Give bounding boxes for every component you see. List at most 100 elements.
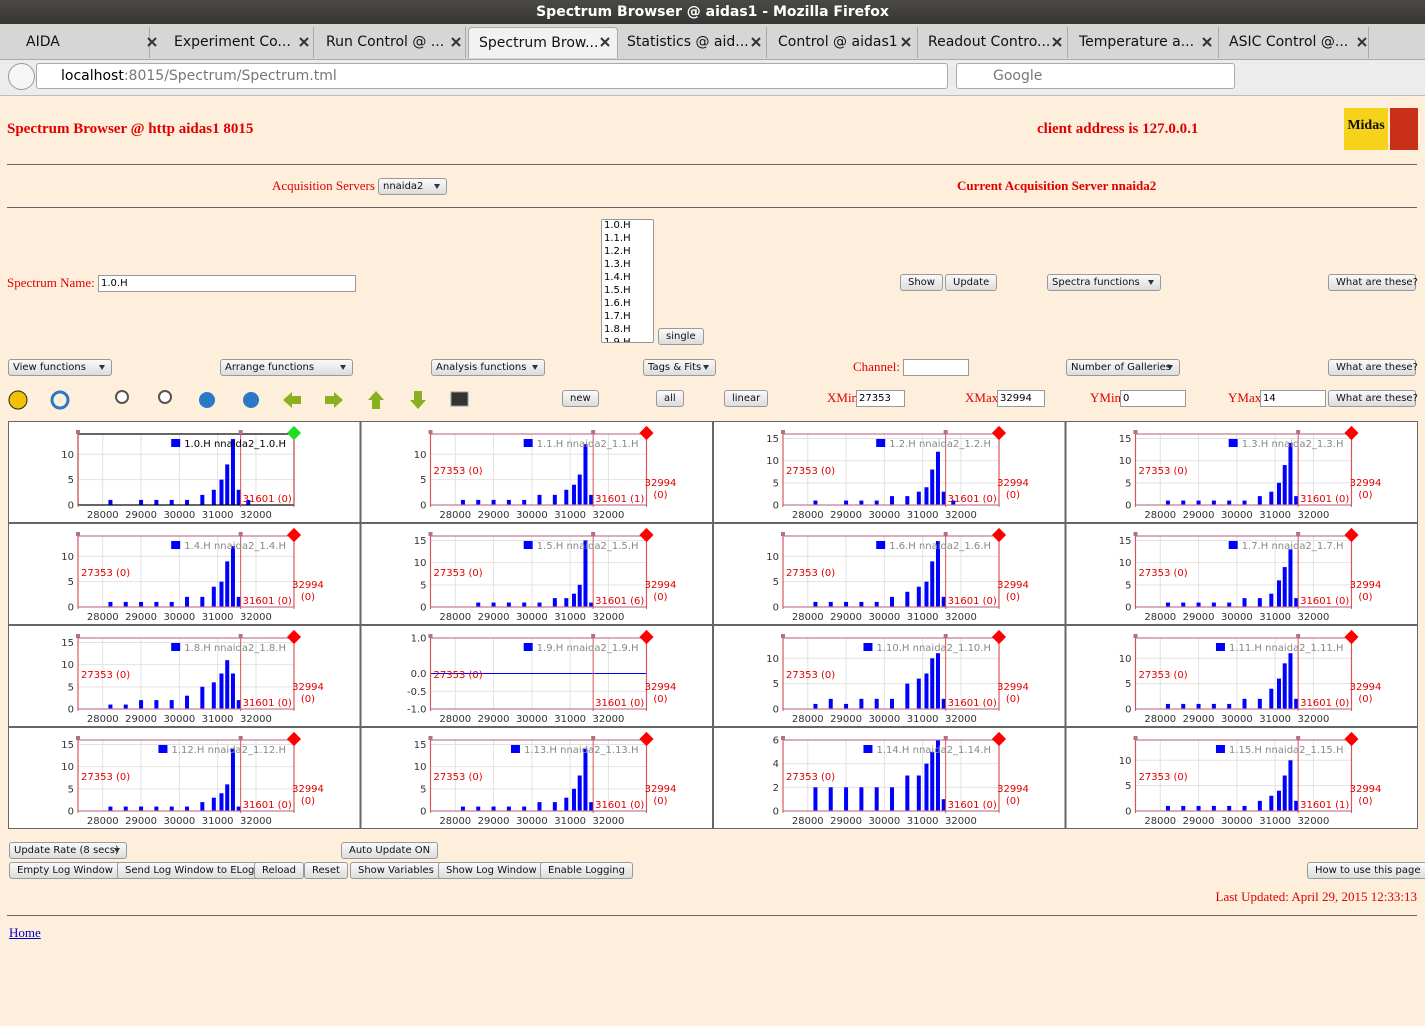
tab[interactable]: Experiment Co... — [164, 27, 314, 58]
spectrum-option[interactable]: 1.9.H — [602, 337, 653, 343]
bar — [1288, 760, 1293, 811]
window-title: Spectrum Browser @ aidas1 - Mozilla Fire… — [0, 0, 1425, 24]
icon-radiation[interactable] — [8, 390, 28, 410]
auto-update-button[interactable]: Auto Update ON — [341, 842, 439, 859]
tab[interactable]: Temperature a... — [1069, 27, 1219, 58]
tab-close[interactable] — [1052, 37, 1062, 47]
footer-button[interactable]: Show Log Window — [438, 862, 545, 879]
icon-up[interactable] — [243, 392, 259, 408]
tab[interactable]: Control @ aidas1 — [768, 27, 918, 58]
new-button[interactable]: new — [562, 390, 599, 407]
y-tick-label: 15 — [766, 434, 779, 445]
panel — [713, 523, 1066, 625]
icon-left[interactable] — [283, 392, 301, 408]
x-tick-label: 29000 — [1183, 714, 1215, 725]
cursor-label: 32994 — [1350, 478, 1382, 489]
legend-swatch — [1215, 643, 1225, 651]
tab[interactable]: Run Control @ ... — [316, 27, 466, 58]
icon-down[interactable] — [199, 392, 215, 408]
x-tick-label: 28000 — [1144, 612, 1176, 623]
home-link[interactable]: Home — [9, 925, 41, 940]
tab[interactable]: Spectrum Brow... — [468, 27, 618, 58]
x-tick-label: 30000 — [163, 816, 195, 827]
tab[interactable]: Readout Contro... — [918, 27, 1068, 58]
single-button[interactable]: single — [658, 328, 704, 345]
footer-button[interactable]: Empty Log Window — [9, 862, 121, 879]
x-tick-label: 32000 — [945, 510, 977, 521]
legend-swatch — [523, 643, 533, 651]
back-button[interactable] — [8, 63, 35, 90]
spectrum-input[interactable] — [98, 275, 356, 292]
all-button[interactable]: all — [656, 390, 684, 407]
tab-close[interactable] — [1202, 37, 1212, 47]
tab[interactable]: AIDA — [0, 27, 150, 58]
tab-close[interactable] — [901, 37, 911, 47]
bar — [225, 561, 230, 607]
update-button[interactable]: Update — [945, 274, 998, 291]
xmax-input[interactable] — [997, 390, 1045, 407]
spectrum-option[interactable]: 1.5.H — [602, 285, 653, 298]
icon-zoom-in[interactable] — [115, 390, 129, 404]
footer-button[interactable]: Show Variables — [350, 862, 442, 879]
legend-swatch — [1228, 541, 1238, 549]
spectrum-option[interactable]: 1.4.H — [602, 272, 653, 285]
bar — [828, 698, 833, 709]
update-rate[interactable]: Update Rate (8 secs) — [9, 842, 127, 859]
icon-down-arrow[interactable] — [410, 391, 426, 409]
cursor-label: 32994 — [645, 478, 677, 489]
x-tick-label: 29000 — [1183, 612, 1215, 623]
spectrum-option[interactable]: 1.1.H — [602, 233, 653, 246]
select-marker — [639, 527, 654, 543]
channel-input[interactable] — [903, 359, 969, 376]
cursor-label: (0) — [653, 592, 667, 603]
panel — [360, 421, 713, 523]
spectrum-option[interactable]: 1.8.H — [602, 324, 653, 337]
tab-close[interactable] — [451, 37, 461, 47]
number-of-galleries[interactable]: Number of Galleries — [1066, 359, 1180, 376]
help-button[interactable]: What are these? — [1328, 274, 1418, 291]
spectrum-option[interactable]: 1.0.H — [602, 220, 653, 233]
tab-close[interactable] — [1357, 37, 1367, 47]
tab-close[interactable] — [600, 37, 610, 47]
footer-button[interactable]: Reload — [254, 862, 305, 879]
view-functions[interactable]: View functions — [8, 359, 112, 376]
icon-screen[interactable] — [450, 391, 469, 407]
icon-right[interactable] — [325, 392, 343, 408]
tab[interactable]: Statistics @ aid... — [617, 27, 767, 58]
x-tick-label: 32000 — [945, 612, 977, 623]
help-button[interactable]: What are these? — [1328, 359, 1418, 376]
tab-close[interactable] — [299, 37, 309, 47]
icon-up-arrow[interactable] — [368, 391, 384, 409]
ymax-input[interactable] — [1260, 390, 1326, 407]
ymin-input[interactable] — [1120, 390, 1186, 407]
spectrum-option[interactable]: 1.6.H — [602, 298, 653, 311]
tags-fits[interactable]: Tags & Fits — [643, 359, 716, 376]
icon-zoom-out[interactable] — [158, 390, 172, 404]
tab-close[interactable] — [751, 37, 761, 47]
analysis-functions[interactable]: Analysis functions — [431, 359, 545, 376]
show-button[interactable]: Show — [900, 274, 943, 291]
arrange-functions[interactable]: Arrange functions — [220, 359, 353, 376]
xmin-input[interactable] — [856, 390, 905, 407]
legend-swatch — [171, 643, 181, 651]
search-box[interactable]: Google — [956, 63, 1235, 89]
bar — [844, 500, 849, 505]
how-to-button[interactable]: How to use this page — [1307, 862, 1425, 879]
linear-button[interactable]: linear — [724, 390, 769, 407]
tab[interactable]: ASIC Control @... — [1219, 27, 1369, 58]
url-bar[interactable]: localhost:8015/Spectrum/Spectrum.tml — [36, 63, 948, 89]
help-button[interactable]: What are these? — [1328, 390, 1418, 407]
spectra-functions[interactable]: Spectra functions — [1047, 274, 1161, 291]
footer-button[interactable]: Enable Logging — [540, 862, 633, 879]
spectrum-option[interactable]: 1.3.H — [602, 259, 653, 272]
tab-close[interactable] — [147, 37, 157, 47]
spectrum-option[interactable]: 1.2.H — [602, 246, 653, 259]
footer-button[interactable]: Reset — [304, 862, 348, 879]
spectrum-list[interactable]: 1.0.H1.1.H1.2.H1.3.H1.4.H1.5.H1.6.H1.7.H… — [601, 219, 654, 343]
spectrum-option[interactable]: 1.7.H — [602, 311, 653, 324]
server-select[interactable]: nnaida2 — [378, 178, 447, 195]
bar — [1276, 482, 1281, 505]
bar — [564, 797, 569, 811]
icon-refresh[interactable] — [50, 390, 70, 410]
footer-button[interactable]: Send Log Window to ELog — [117, 862, 263, 879]
